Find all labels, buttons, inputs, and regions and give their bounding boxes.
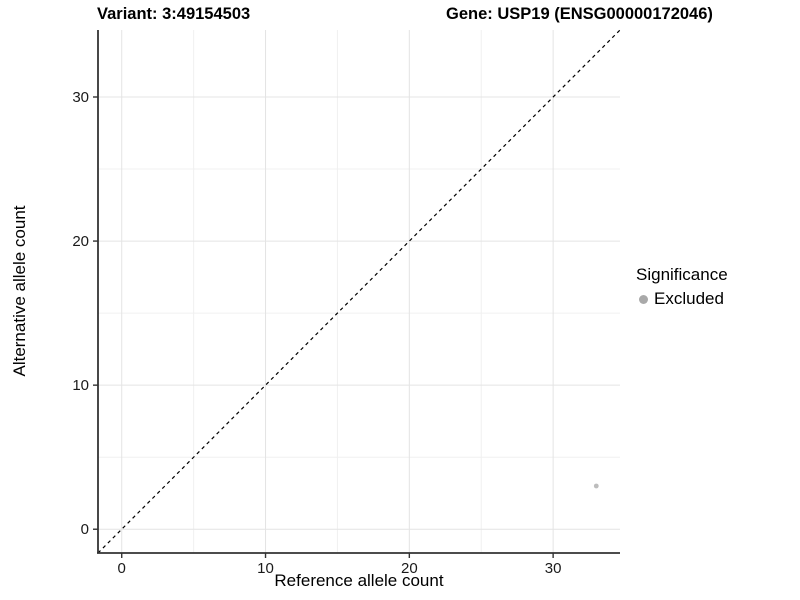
x-tick-label: 30 xyxy=(545,560,562,577)
y-tick-label: 30 xyxy=(72,89,89,106)
legend-item-label: Excluded xyxy=(654,289,724,308)
x-tick-label: 0 xyxy=(118,560,126,577)
legend-item-excluded: Excluded xyxy=(639,289,728,309)
x-tick-label: 10 xyxy=(257,560,274,577)
x-tick-label: 20 xyxy=(401,560,418,577)
legend: Significance Excluded xyxy=(636,265,728,309)
data-point xyxy=(593,483,599,489)
x-axis-label: Reference allele count xyxy=(274,571,444,590)
identity-dashed-line xyxy=(97,29,621,554)
y-tick-label: 10 xyxy=(72,377,89,394)
legend-title: Significance xyxy=(636,265,728,284)
title-variant: Variant: 3:49154503 xyxy=(97,5,251,23)
y-tick-label: 0 xyxy=(81,521,89,538)
y-tick-label: 20 xyxy=(72,233,89,250)
title-gene: Gene: USP19 (ENSG00000172046) xyxy=(446,5,713,23)
legend-point-icon xyxy=(639,294,648,304)
